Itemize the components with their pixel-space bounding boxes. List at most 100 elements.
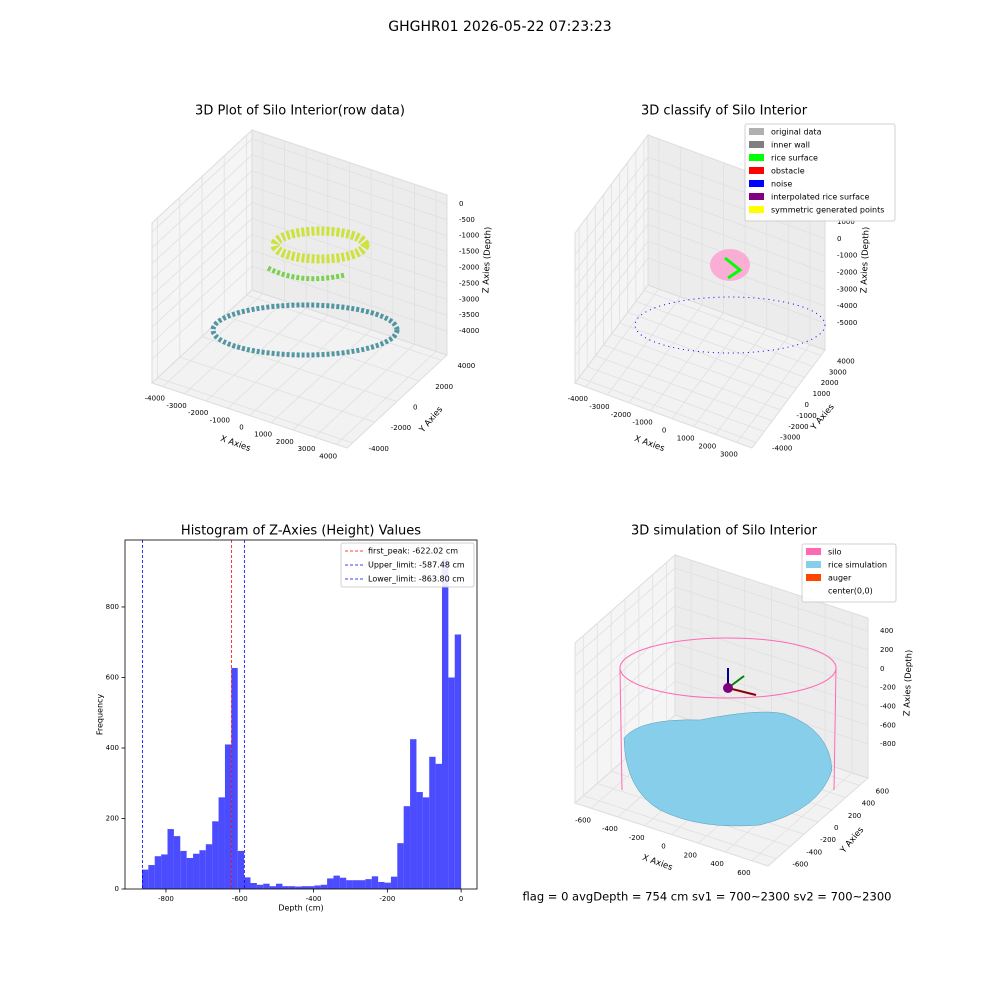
bar: [365, 879, 372, 889]
legend-box: [801, 543, 897, 603]
x-tick-label: -600: [575, 816, 591, 824]
bar: [288, 886, 296, 889]
legend-swatch: [749, 206, 764, 213]
bar: [193, 853, 200, 889]
legend-label: auger: [828, 574, 852, 583]
bar: [403, 806, 411, 889]
bar: [218, 797, 225, 889]
grid-line: [674, 661, 869, 726]
y-tick-label: 0: [413, 404, 417, 412]
legend-swatch: [806, 561, 821, 568]
z-tick-label: -1000: [459, 232, 479, 240]
x-tick-label: 0: [662, 427, 666, 435]
chart-title: 3D classify of Silo Interior: [641, 104, 808, 119]
x-tick-label: 3000: [298, 445, 316, 453]
grid-line: [647, 173, 826, 240]
z-tick-label: -2000: [837, 268, 857, 276]
bar: [180, 850, 187, 889]
bar: [282, 886, 289, 889]
x-tick-label: 4000: [319, 452, 337, 460]
bar: [410, 739, 417, 889]
y-tick-label: -4000: [772, 445, 792, 453]
bar: [416, 792, 423, 889]
bar: [422, 797, 430, 889]
z-tick-label: -800: [880, 740, 896, 748]
point-cloud-shape: [266, 265, 346, 282]
bar: [269, 886, 277, 889]
bar: [244, 877, 251, 889]
bar: [173, 836, 181, 889]
grid-line: [151, 170, 253, 265]
bar: [390, 876, 398, 889]
x-tick-label: 3000: [720, 450, 738, 458]
x-tick-label: 600: [737, 869, 750, 877]
legend-label: inner wall: [771, 141, 810, 150]
x-tick-label: -800: [158, 895, 174, 903]
decoration: [210, 226, 837, 827]
x-axis-label: X Axies: [633, 434, 666, 454]
y-tick-label: 200: [106, 814, 119, 822]
legend-label: symmetric generated points: [771, 206, 884, 215]
bar: [448, 677, 455, 889]
grid-line: [603, 344, 781, 411]
bar: [327, 878, 334, 889]
bar: [359, 880, 366, 889]
x-tick-label: -2000: [188, 409, 208, 417]
bar: [371, 876, 379, 889]
grid-line: [578, 377, 757, 443]
grid-line: [151, 249, 253, 344]
grid-line: [157, 377, 353, 444]
z-tick-label: -500: [459, 216, 475, 224]
grid-line: [574, 586, 676, 676]
grid-line: [574, 661, 676, 751]
x-tick-label: 1000: [677, 435, 695, 443]
grid-line: [151, 265, 253, 360]
y-tick-label: -2000: [391, 424, 411, 432]
grid-line: [574, 224, 649, 323]
center-marker: [723, 683, 733, 693]
z-tick-label: -1500: [459, 248, 479, 256]
legend-swatch: [806, 574, 821, 581]
x-tick-label: -600: [232, 895, 248, 903]
z-tick-label: -2000: [459, 264, 479, 272]
y-tick-label: 600: [876, 787, 889, 795]
z-tick-label: 1000: [837, 218, 855, 226]
x-tick-label: 1000: [254, 431, 272, 439]
y-axis-label: Y Axies: [417, 404, 445, 435]
x-tick-label: 2000: [276, 438, 294, 446]
x-tick-label: 400: [710, 860, 723, 868]
bar: [167, 829, 174, 889]
y-tick-label: -1000: [796, 412, 816, 420]
x-tick-label: 0: [239, 424, 243, 432]
legend-box: [744, 123, 896, 222]
grid-line: [574, 680, 676, 770]
silo-wire: [833, 667, 837, 791]
grid-line: [647, 190, 826, 256]
chart-title: 3D simulation of Silo Interior: [631, 524, 818, 539]
bar: [320, 884, 328, 889]
z-tick-label: -5000: [837, 319, 857, 327]
grid-line: [251, 218, 448, 284]
bar: [205, 844, 213, 889]
bar: [161, 854, 168, 889]
bar: [231, 667, 238, 889]
grid-line: [574, 207, 649, 306]
y-tick-label: -200: [820, 836, 836, 844]
grid-line: [583, 795, 777, 860]
y-tick-label: 200: [848, 812, 861, 820]
bar: [263, 883, 270, 889]
grid-line: [574, 240, 649, 340]
grid-line: [151, 138, 253, 233]
z-tick-label: 0: [880, 665, 884, 673]
z-axis-label: Z Axies (Depth): [481, 227, 493, 294]
x-tick-label: -1000: [632, 419, 652, 427]
bar: [352, 880, 360, 889]
grid-line: [647, 257, 826, 324]
grid-line: [179, 356, 375, 423]
bar: [314, 885, 321, 889]
x-tick-label: -3000: [166, 402, 186, 410]
z-tick-label: -3000: [837, 285, 857, 293]
grid-line: [224, 315, 420, 382]
x-tick-label: -4000: [568, 395, 588, 403]
